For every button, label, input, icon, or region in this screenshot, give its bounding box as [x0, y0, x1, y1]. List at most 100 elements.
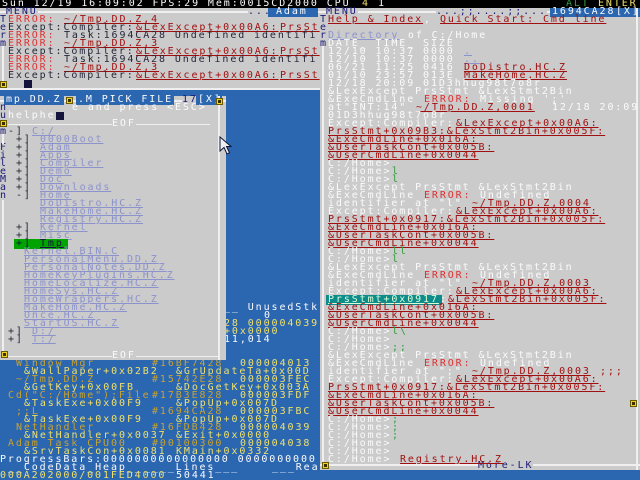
- expand-toggle[interactable]: +]: [8, 326, 24, 337]
- dir-link[interactable]: Home: [40, 190, 72, 201]
- stack-link[interactable]: &LexExcept+0x00A6:: [136, 46, 279, 57]
- close-button[interactable]: [X]: [198, 94, 222, 105]
- expand-toggle[interactable]: +]: [16, 222, 32, 233]
- stack-link[interactable]: &ExeCmdLine+0x016A:: [328, 390, 479, 401]
- expand-toggle[interactable]: +]: [16, 142, 32, 153]
- error-source-link[interactable]: ~/Tmp.DD.Z,0003: [472, 278, 591, 289]
- dir-link[interactable]: C:/: [32, 126, 56, 137]
- file-link[interactable]: HomeKeyPlugIns.HC.Z: [24, 270, 175, 281]
- stack-link[interactable]: &LexStmt2Bin+0x005F:: [448, 294, 607, 305]
- stack-link[interactable]: PrsStmt+0x09B3:&LexStmt2Bin+0x005F:: [328, 126, 606, 137]
- menu-button[interactable]: MENU: [6, 6, 38, 17]
- error-source-link[interactable]: ~/Tmp.DD.Z,0001: [416, 102, 535, 113]
- stack-link[interactable]: &ExeCmdLine+0x016A:: [328, 134, 479, 145]
- prompt: C:/Home>: [328, 166, 392, 177]
- dir-link[interactable]: Adam: [40, 142, 72, 153]
- stack-link[interactable]: PrsStmt+0x0917:&LexStmt2Bin+0x005F:: [328, 382, 606, 393]
- stack-link[interactable]: &LexExcept+0x00A6:: [136, 22, 279, 33]
- h-scroll-handle-icon[interactable]: [0, 81, 7, 88]
- filename-input[interactable]: helphe: [8, 110, 56, 121]
- prompt: C:/Home>: [328, 454, 392, 465]
- stack-link[interactable]: &UserCmdLine+0x0044: [328, 238, 479, 249]
- stack-text: &LexExcept PrsStmt &LexStmt2Bin: [328, 182, 574, 193]
- expand-toggle[interactable]: +]: [16, 150, 32, 161]
- stack-link[interactable]: &LexExcept+0x00A6:: [456, 286, 599, 297]
- dir-link[interactable]: Compiler: [40, 158, 104, 169]
- expand-toggle[interactable]: +]: [16, 238, 32, 249]
- v-scroll-handle-icon[interactable]: [630, 400, 637, 407]
- stack-link[interactable]: &ExeCmdLine+0x016A:: [328, 222, 479, 233]
- stack-link[interactable]: &UserCmdLine+0x0044: [328, 318, 479, 329]
- h-scroll-handle-icon[interactable]: [322, 462, 329, 469]
- file-link[interactable]: Once.HC.Z: [24, 310, 96, 321]
- dir-link[interactable]: .: [464, 46, 472, 57]
- selected-stack-link[interactable]: PrsStmt+0x0917: [328, 294, 439, 305]
- expand-toggle[interactable]: +]: [8, 334, 24, 345]
- file-link[interactable]: DoDistro.HC.Z: [464, 62, 567, 73]
- dir-link[interactable]: Doc: [40, 174, 64, 185]
- stack-link[interactable]: PrsStmt+0x0917:&LexStmt2Bin+0x005F:: [328, 214, 606, 225]
- directory-link[interactable]: Directory: [328, 30, 400, 41]
- help-index-link[interactable]: Help & Index: [328, 14, 424, 25]
- file-link[interactable]: HomeSys.HC.Z: [24, 286, 120, 297]
- v-scroll-handle-icon[interactable]: [216, 98, 223, 105]
- file-link[interactable]: HomeLocalize.HC.Z: [24, 278, 159, 289]
- file-link[interactable]: PersonalNotes.DD.Z: [24, 262, 167, 273]
- collapse-toggle[interactable]: -]: [8, 126, 24, 137]
- expand-toggle[interactable]: +]: [16, 134, 32, 145]
- expand-toggle[interactable]: +]: [16, 166, 32, 177]
- file-link[interactable]: StartOS.HC.Z: [24, 318, 120, 329]
- stack-link[interactable]: &LexExcept+0x00A6:: [456, 374, 599, 385]
- dir-link[interactable]: 0000Boot: [40, 134, 104, 145]
- file-link[interactable]: MakeHome.HC.Z: [464, 70, 567, 81]
- expand-toggle[interactable]: +]: [16, 174, 32, 185]
- h-scroll-handle-icon[interactable]: [1, 351, 8, 358]
- file-link[interactable]: HomeWrappers.HC.Z: [24, 294, 159, 305]
- error-source-link[interactable]: ~/Tmp.DD.Z,0003: [472, 366, 591, 377]
- stack-link[interactable]: &ExeCmdLine+0x016A:: [328, 302, 479, 313]
- error-source-link[interactable]: ~/Tmp.DD.Z,3: [64, 38, 160, 49]
- file-link[interactable]: MakeHome.HC.Z: [24, 302, 127, 313]
- close-button[interactable]: [X]: [616, 6, 640, 17]
- stack-link[interactable]: &UserCmdLine+0x0044: [328, 406, 479, 417]
- file-link[interactable]: DoDistro.HC.Z: [40, 198, 143, 209]
- selected-dir-link[interactable]: Tmp: [40, 238, 64, 249]
- border-letter: e: [0, 166, 8, 177]
- stack-link[interactable]: &UserTaskCont+0x005B:: [328, 142, 495, 153]
- expand-toggle[interactable]: +]: [16, 158, 32, 169]
- stack-link[interactable]: &UserTaskCont+0x005B:: [328, 398, 495, 409]
- error-text: Missing ';': [480, 94, 568, 105]
- menu-button[interactable]: MENU: [326, 6, 358, 17]
- stack-link[interactable]: &LexExcept+0x00A6:: [456, 206, 599, 217]
- dir-link[interactable]: Misc: [40, 230, 72, 241]
- quick-start-link[interactable]: Quick Start: Cmd line: [440, 14, 607, 25]
- file-link[interactable]: PersonalMenu.DD.Z: [24, 254, 159, 265]
- dir-link[interactable]: T:/: [32, 334, 56, 345]
- stack-link[interactable]: &LexExcept+0x00A6:: [136, 70, 279, 81]
- dir-link[interactable]: Kernel: [40, 222, 88, 233]
- window-border: [0, 11, 320, 13]
- file-link[interactable]: Registry.HC.Z: [40, 214, 143, 225]
- error-source-link[interactable]: ~/Tmp.DD.Z,0004: [472, 198, 591, 209]
- stack-link[interactable]: &UserCmdLine+0x0044: [328, 150, 479, 161]
- error-source-link[interactable]: ~/Tmp.DD.Z,4: [64, 14, 160, 25]
- dir-link[interactable]: Demo: [40, 166, 72, 177]
- dir-link[interactable]: Apps: [40, 150, 72, 161]
- stack-link[interactable]: &UserTaskCont+0x005B:: [328, 310, 495, 321]
- file-link[interactable]: Registry.HC.Z: [400, 454, 503, 465]
- stack-link[interactable]: &LexExcept+0x00A6:: [456, 118, 599, 129]
- task-name: ~/Tmp.DD.Z: [16, 374, 96, 385]
- file-link[interactable]: Kernel.BIN.C: [24, 246, 120, 257]
- expand-toggle[interactable]: +]: [16, 230, 32, 241]
- dir-link[interactable]: ..: [464, 54, 480, 65]
- collapse-toggle[interactable]: -]: [16, 190, 32, 201]
- dir-link[interactable]: Downloads: [40, 182, 112, 193]
- file-link[interactable]: MakeHome.HC.Z: [40, 206, 143, 217]
- expand-toggle[interactable]: +]: [16, 182, 32, 193]
- dir-link[interactable]: D:/: [32, 326, 56, 337]
- stack-link[interactable]: &UserTaskCont+0x005B:: [328, 230, 495, 241]
- task-symbol: &TaskExe+0x00F9: [24, 414, 143, 425]
- task-addr: #16BF7428: [152, 358, 224, 369]
- error-label: ERROR:: [424, 358, 472, 369]
- error-source-link[interactable]: ~/Tmp.DD.Z,3: [64, 62, 160, 73]
